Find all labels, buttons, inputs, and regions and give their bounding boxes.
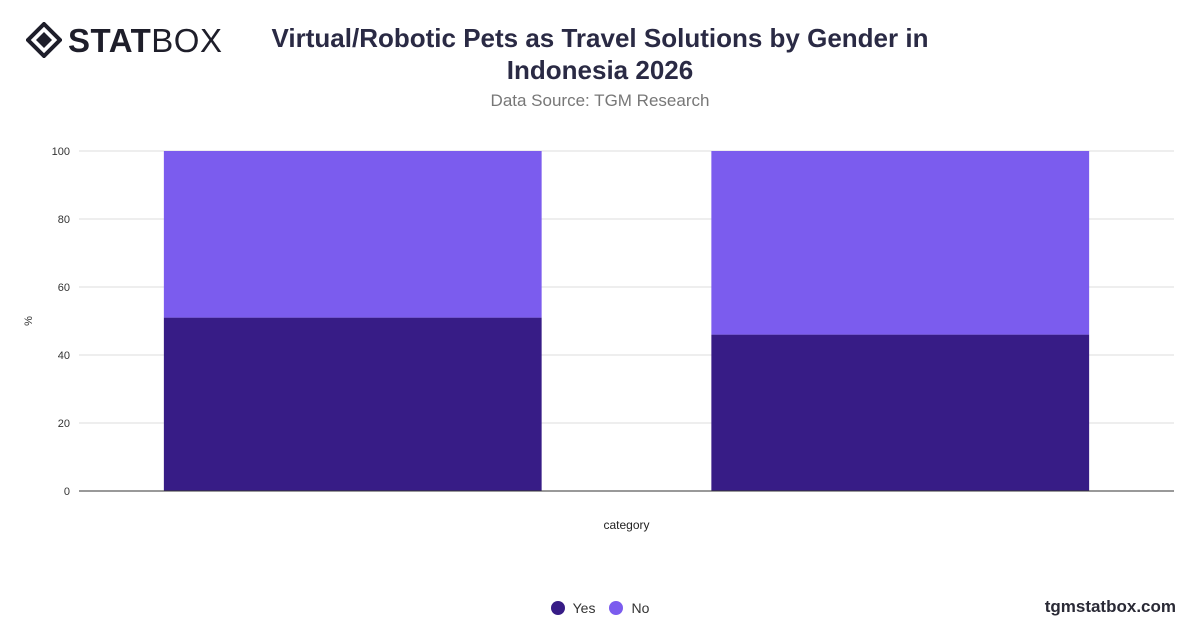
legend-label-yes: Yes (572, 600, 596, 616)
legend-item-no[interactable]: No (609, 600, 649, 616)
legend-item-yes[interactable]: Yes (550, 600, 596, 616)
logo-text-light: BOX (151, 21, 223, 59)
bar-no-1 (711, 151, 1090, 335)
legend: Yes No (0, 600, 1200, 616)
y-tick-label-40: 40 (58, 350, 70, 362)
logo-text: STATBOX (68, 24, 222, 57)
footer-site: tgmstatbox.com (1044, 597, 1176, 616)
logo: STATBOX (26, 22, 222, 58)
y-tick-label-0: 0 (64, 486, 70, 498)
logo-text-bold: STAT (68, 21, 152, 59)
y-tick-label-60: 60 (58, 282, 70, 294)
y-axis-label: % (23, 316, 35, 326)
diamond-logo-icon (26, 22, 62, 58)
bar-yes-1 (711, 334, 1090, 491)
bar-yes-0 (163, 317, 542, 491)
chart-subtitle: Data Source: TGM Research (490, 91, 710, 110)
x-axis-label: category (603, 518, 649, 532)
bar-no-0 (163, 151, 542, 318)
chart-title: Virtual/Robotic Pets as Travel Solutions… (271, 23, 929, 85)
legend-label-no: No (631, 600, 650, 616)
legend-swatch-yes (550, 601, 565, 615)
y-tick-label-80: 80 (58, 214, 70, 226)
y-tick-label-100: 100 (52, 146, 70, 158)
y-tick-label-20: 20 (58, 418, 70, 430)
legend-swatch-no (609, 601, 624, 615)
